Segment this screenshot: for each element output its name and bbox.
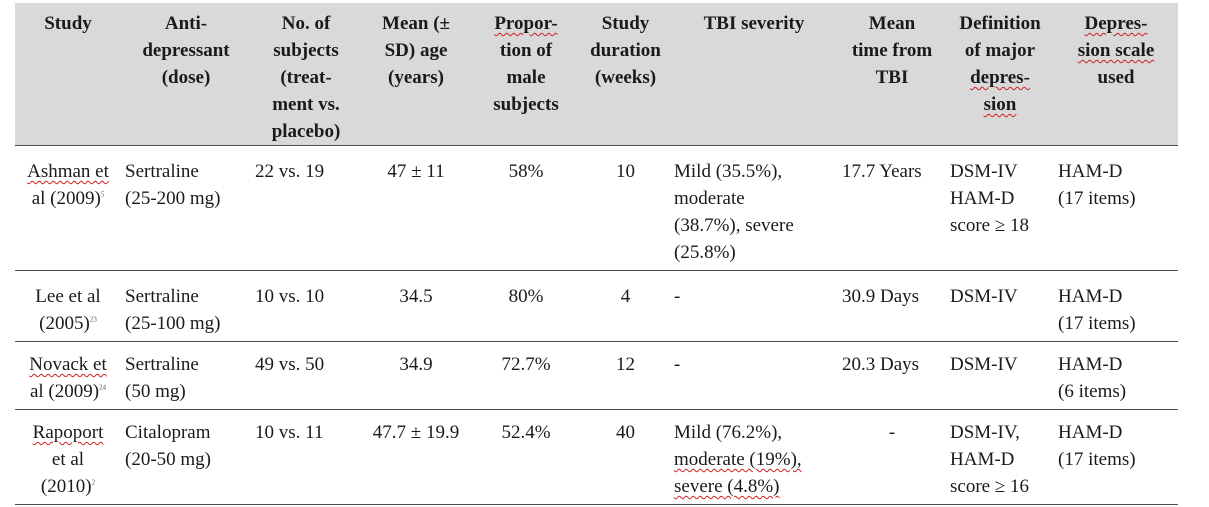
cell-severity: - bbox=[670, 341, 838, 410]
header-subjects: No. of subjects (treat-ment vs. placebo) bbox=[251, 3, 361, 146]
table-row: Ashman et al (2009)5 Sertraline (25-200 m… bbox=[15, 145, 1178, 271]
cell-duration: 12 bbox=[581, 341, 670, 410]
header-antidepressant: Anti-depressant (dose) bbox=[121, 3, 251, 146]
cell-male: 80% bbox=[471, 270, 581, 342]
cell-age: 47 ± 11 bbox=[361, 145, 471, 271]
cell-scale: HAM-D (17 items) bbox=[1054, 270, 1178, 342]
cell-antidepressant: Sertraline (25-100 mg) bbox=[121, 270, 251, 342]
cell-male: 58% bbox=[471, 145, 581, 271]
cell-antidepressant: Sertraline (50 mg) bbox=[121, 341, 251, 410]
cell-age: 47.7 ± 19.9 bbox=[361, 409, 471, 505]
header-tbi-severity: TBI severity bbox=[670, 3, 838, 146]
cell-scale: HAM-D (17 items) bbox=[1054, 145, 1178, 271]
cell-age: 34.5 bbox=[361, 270, 471, 342]
header-age: Mean (± SD) age (years) bbox=[361, 3, 471, 146]
cell-time: - bbox=[838, 409, 946, 505]
cell-definition: DSM-IV HAM-D score ≥ 18 bbox=[946, 145, 1054, 271]
table-row: Lee et al (2005)23 Sertraline (25-100 mg)… bbox=[15, 270, 1178, 342]
cell-subjects: 22 vs. 19 bbox=[251, 145, 361, 271]
cell-definition: DSM-IV, HAM-D score ≥ 16 bbox=[946, 409, 1054, 505]
cell-duration: 10 bbox=[581, 145, 670, 271]
cell-subjects: 49 vs. 50 bbox=[251, 341, 361, 410]
cell-study: Ashman et al (2009)5 bbox=[15, 145, 121, 271]
cell-subjects: 10 vs. 10 bbox=[251, 270, 361, 342]
cell-definition: DSM-IV bbox=[946, 270, 1054, 342]
table-row: Novack et al (2009)24 Sertraline (50 mg) … bbox=[15, 341, 1178, 410]
cell-subjects: 10 vs. 11 bbox=[251, 409, 361, 505]
cell-male: 52.4% bbox=[471, 409, 581, 505]
header-study: Study bbox=[15, 3, 121, 146]
cell-time: 20.3 Days bbox=[838, 341, 946, 410]
cell-antidepressant: Sertraline (25-200 mg) bbox=[121, 145, 251, 271]
header-row: Study Anti-depressant (dose) No. of subjec… bbox=[15, 3, 1178, 146]
header-male-proportion: Propor-tion of male subjects bbox=[471, 3, 581, 146]
cell-study: Rapoport et al (2010)2 bbox=[15, 409, 121, 505]
cell-duration: 40 bbox=[581, 409, 670, 505]
cell-study: Novack et al (2009)24 bbox=[15, 341, 121, 410]
header-definition: Definition of major depres-sion bbox=[946, 3, 1054, 146]
cell-duration: 4 bbox=[581, 270, 670, 342]
cell-time: 30.9 Days bbox=[838, 270, 946, 342]
study-comparison-table: Study Anti-depressant (dose) No. of subjec… bbox=[15, 3, 1178, 505]
cell-time: 17.7 Years bbox=[838, 145, 946, 271]
header-scale: Depres-sion scale used bbox=[1054, 3, 1178, 146]
cell-scale: HAM-D (17 items) bbox=[1054, 409, 1178, 505]
cell-age: 34.9 bbox=[361, 341, 471, 410]
cell-male: 72.7% bbox=[471, 341, 581, 410]
cell-severity: Mild (35.5%), moderate (38.7%), severe (25.… bbox=[670, 145, 838, 271]
cell-study: Lee et al (2005)23 bbox=[15, 270, 121, 342]
cell-scale: HAM-D (6 items) bbox=[1054, 341, 1178, 410]
cell-definition: DSM-IV bbox=[946, 341, 1054, 410]
table-row: Rapoport et al (2010)2 Citalopram (20-50 … bbox=[15, 409, 1178, 505]
header-duration: Study duration (weeks) bbox=[581, 3, 670, 146]
cell-severity: Mild (76.2%), moderate (19%), severe (4.… bbox=[670, 409, 838, 505]
header-time-from-tbi: Mean time from TBI bbox=[838, 3, 946, 146]
cell-antidepressant: Citalopram (20-50 mg) bbox=[121, 409, 251, 505]
cell-severity: - bbox=[670, 270, 838, 342]
